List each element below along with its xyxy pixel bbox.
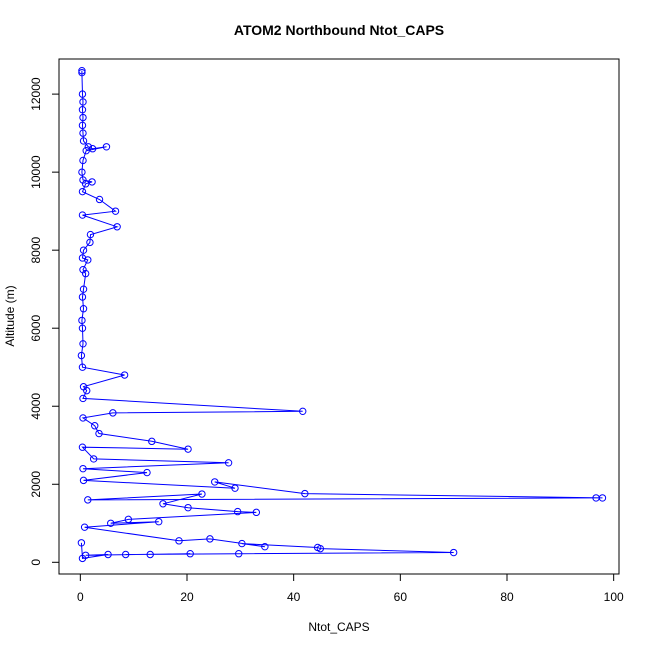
data-point xyxy=(104,550,112,559)
data-point xyxy=(111,207,120,215)
data-point xyxy=(88,178,96,186)
chart-title: ATOM2 Northbound Ntot_CAPS xyxy=(234,22,444,38)
data-point xyxy=(77,351,86,360)
data-point xyxy=(146,550,154,559)
data-point xyxy=(95,429,103,438)
data-point xyxy=(592,494,600,502)
data-point xyxy=(91,422,99,430)
data-point xyxy=(89,455,98,463)
y-tick-label: 6000 xyxy=(29,315,43,342)
x-axis-label: Ntot_CAPS xyxy=(308,620,369,634)
data-point xyxy=(79,304,88,313)
y-tick-label: 12000 xyxy=(29,77,43,111)
data-point xyxy=(143,468,151,477)
data-point xyxy=(78,293,87,301)
data-point xyxy=(261,542,269,551)
data-point xyxy=(175,537,183,545)
data-point xyxy=(82,146,90,155)
data-point xyxy=(301,489,309,498)
y-tick-label: 10000 xyxy=(29,155,43,189)
data-point xyxy=(83,386,91,395)
data-point xyxy=(224,459,233,467)
data-point xyxy=(78,363,87,371)
series-line xyxy=(80,70,603,559)
x-axis: 0 20 40 60 80 100 xyxy=(77,573,624,604)
data-series xyxy=(77,67,607,563)
data-point xyxy=(113,223,121,231)
data-point xyxy=(79,464,87,473)
data-point xyxy=(79,113,87,122)
data-point xyxy=(84,256,92,264)
data-point xyxy=(78,106,87,114)
data-point xyxy=(78,68,86,77)
data-point xyxy=(159,500,167,508)
data-point xyxy=(186,550,194,558)
data-point xyxy=(198,490,206,498)
y-tick-label: 4000 xyxy=(29,393,43,420)
data-point xyxy=(238,539,246,548)
data-point xyxy=(79,476,88,485)
data-point xyxy=(299,407,307,416)
data-point xyxy=(79,246,88,254)
data-point xyxy=(211,478,219,486)
data-point xyxy=(79,137,88,145)
data-point xyxy=(235,550,243,558)
y-tick-label: 2000 xyxy=(29,471,43,498)
data-point xyxy=(109,409,117,417)
data-point xyxy=(148,437,156,446)
data-point xyxy=(79,414,87,422)
data-point xyxy=(79,285,88,293)
data-point xyxy=(78,324,87,332)
data-point xyxy=(78,316,86,325)
data-point xyxy=(79,98,87,106)
data-point xyxy=(86,238,94,247)
data-point xyxy=(184,445,192,453)
y-axis-label: Altitude (m) xyxy=(3,285,17,346)
data-point xyxy=(184,503,192,512)
data-point xyxy=(124,515,133,524)
x-tick-label: 40 xyxy=(287,590,301,604)
data-point xyxy=(77,539,86,547)
data-point xyxy=(95,195,104,204)
x-tick-label: 60 xyxy=(394,590,408,604)
data-point xyxy=(316,544,325,553)
data-point xyxy=(78,121,87,130)
data-point xyxy=(78,554,87,563)
data-point xyxy=(120,371,129,379)
data-point xyxy=(78,67,86,75)
y-tick-label: 0 xyxy=(29,559,43,566)
data-point xyxy=(252,508,261,517)
x-tick-label: 20 xyxy=(180,590,194,604)
data-point xyxy=(231,484,239,492)
x-tick-label: 100 xyxy=(604,590,624,604)
data-point xyxy=(78,187,87,196)
data-point xyxy=(84,143,93,151)
data-point xyxy=(121,550,130,559)
data-point xyxy=(84,496,92,504)
data-point xyxy=(79,129,87,137)
data-point xyxy=(449,548,458,557)
y-tick-label: 8000 xyxy=(29,237,43,264)
data-point xyxy=(79,156,87,165)
data-point xyxy=(79,394,87,403)
x-tick-label: 80 xyxy=(500,590,514,604)
data-point xyxy=(155,518,163,526)
data-point xyxy=(78,90,87,98)
data-point xyxy=(81,180,90,188)
x-tick-label: 0 xyxy=(77,590,84,604)
data-point xyxy=(78,211,87,219)
data-point xyxy=(79,340,87,348)
data-point xyxy=(102,143,111,151)
data-point xyxy=(81,269,90,278)
data-point xyxy=(78,443,87,451)
data-point xyxy=(206,535,214,543)
data-point xyxy=(80,523,89,531)
data-point xyxy=(88,145,97,153)
data-point xyxy=(78,168,86,176)
data-point xyxy=(86,230,95,239)
data-point xyxy=(233,507,242,516)
data-point xyxy=(107,519,115,527)
y-axis: 0 2000 4000 6000 8000 10000 12000 xyxy=(29,77,60,566)
